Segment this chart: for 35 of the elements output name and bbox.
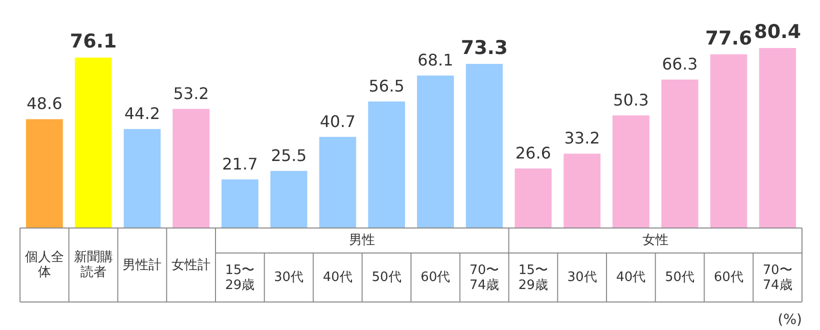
data-label: 21.7 bbox=[222, 154, 258, 174]
data-label: 73.3 bbox=[460, 36, 508, 59]
x-tick-label: 女性計 bbox=[170, 256, 212, 274]
x-tick-label: 15〜29歳 bbox=[224, 262, 256, 294]
x-tick-label: 30代 bbox=[273, 269, 305, 287]
data-label: 25.5 bbox=[271, 146, 307, 165]
data-label: 26.6 bbox=[515, 143, 551, 162]
data-label: 44.2 bbox=[124, 104, 160, 124]
x-tick-label: 50代 bbox=[664, 269, 696, 287]
x-tick-label: 50代 bbox=[370, 269, 402, 287]
x-tick-label: 70〜74歳 bbox=[762, 262, 794, 294]
x-tick-label: 個人全体 bbox=[24, 249, 65, 282]
x-tick-label: 60代 bbox=[420, 269, 452, 287]
data-label: 80.4 bbox=[754, 21, 802, 43]
text: 女性 bbox=[641, 232, 670, 250]
text: 男性 bbox=[348, 232, 376, 250]
x-tick-label: 40代 bbox=[322, 269, 354, 287]
data-label: 66.3 bbox=[662, 54, 698, 74]
data-label: 48.6 bbox=[26, 94, 62, 114]
x-tick-label: 40代 bbox=[615, 269, 647, 287]
data-label: 77.6 bbox=[705, 27, 752, 50]
x-tick-label: 15〜29歳 bbox=[517, 262, 549, 294]
x-tick-label: 新聞購読者 bbox=[72, 249, 114, 282]
x-tick-label: 30代 bbox=[566, 269, 598, 287]
x-tick-label: 男性計 bbox=[122, 256, 163, 274]
data-label: 76.1 bbox=[70, 30, 117, 53]
data-label: 68.1 bbox=[418, 50, 454, 70]
x-tick-label: 70〜74歳 bbox=[468, 262, 500, 294]
data-label: 50.3 bbox=[613, 90, 649, 110]
text: (%) bbox=[778, 312, 802, 328]
data-label: 33.2 bbox=[564, 128, 600, 148]
data-label: 53.2 bbox=[173, 84, 209, 103]
data-label: 56.5 bbox=[368, 76, 404, 96]
data-label: 40.7 bbox=[320, 112, 356, 131]
x-tick-label: 60代 bbox=[712, 269, 744, 287]
